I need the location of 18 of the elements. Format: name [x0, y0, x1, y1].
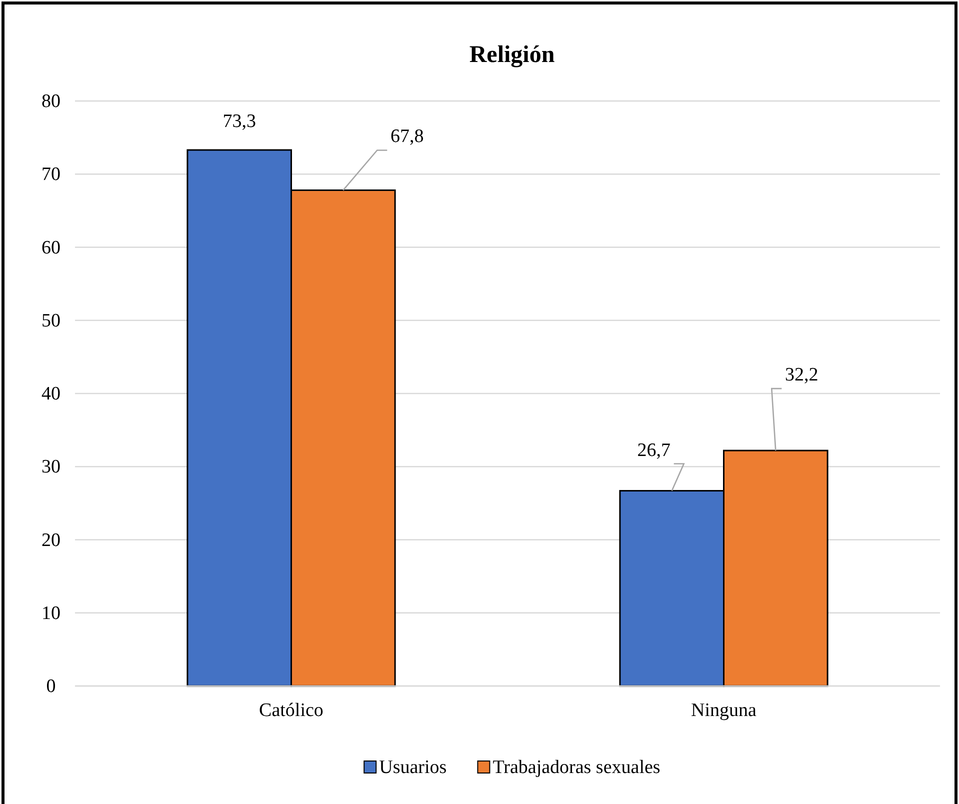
y-tick-label: 10 [42, 602, 60, 624]
data-label: 32,2 [785, 364, 818, 386]
y-tick-label: 30 [42, 456, 60, 478]
y-tick-label: 40 [42, 384, 60, 404]
y-tick-label: 80 [42, 91, 60, 112]
legend-label: Trabajadoras sexuales [492, 757, 660, 778]
y-tick-label: 60 [42, 237, 60, 258]
y-tick-label: 0 [46, 676, 56, 697]
chart-title: Religión [469, 42, 555, 68]
legend-label: Usuarios [379, 757, 447, 778]
y-tick-label: 20 [42, 530, 60, 551]
y-tick-label: 70 [42, 164, 60, 186]
x-tick-label: Católico [259, 700, 324, 721]
data-label: 26,7 [637, 440, 670, 461]
data-label: 73,3 [222, 110, 256, 132]
x-tick-label: Ninguna [691, 700, 758, 721]
data-label: 67,8 [390, 126, 424, 148]
y-tick-label: 50 [42, 310, 60, 332]
